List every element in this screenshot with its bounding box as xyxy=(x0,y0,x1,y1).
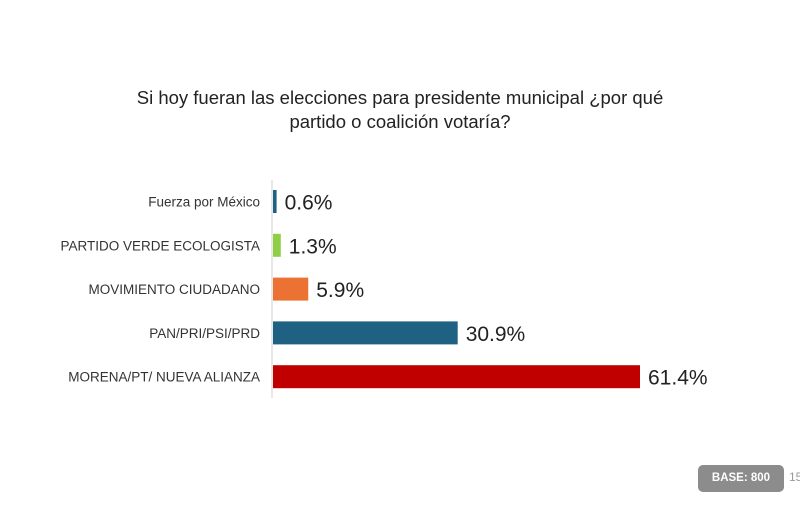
category-label: PAN/PRI/PSI/PRD xyxy=(149,326,260,341)
value-label: 61.4% xyxy=(648,367,708,390)
bar xyxy=(273,233,281,257)
category-label: MORENA/PT/ NUEVA ALIANZA xyxy=(68,370,260,385)
bar xyxy=(273,190,277,213)
base-badge: BASE: 800 xyxy=(698,465,784,492)
bar xyxy=(273,277,309,301)
value-label: 30.9% xyxy=(466,323,526,346)
category-label: Fuerza por México xyxy=(148,195,260,210)
bar xyxy=(273,321,458,345)
chart-title: Si hoy fueran las elecciones para presid… xyxy=(100,86,700,134)
value-label: 5.9% xyxy=(316,279,364,302)
category-label: MOVIMIENTO CIUDADANO xyxy=(88,282,260,297)
chart-title-line-2: partido o coalición votaría? xyxy=(289,111,511,132)
value-label: 0.6% xyxy=(285,192,333,215)
page-number: 15 xyxy=(789,470,800,484)
value-label: 1.3% xyxy=(289,235,337,258)
chart-title-line-1: Si hoy fueran las elecciones para presid… xyxy=(136,87,664,108)
bar xyxy=(273,365,640,389)
category-label: PARTIDO VERDE ECOLOGISTA xyxy=(60,238,260,253)
